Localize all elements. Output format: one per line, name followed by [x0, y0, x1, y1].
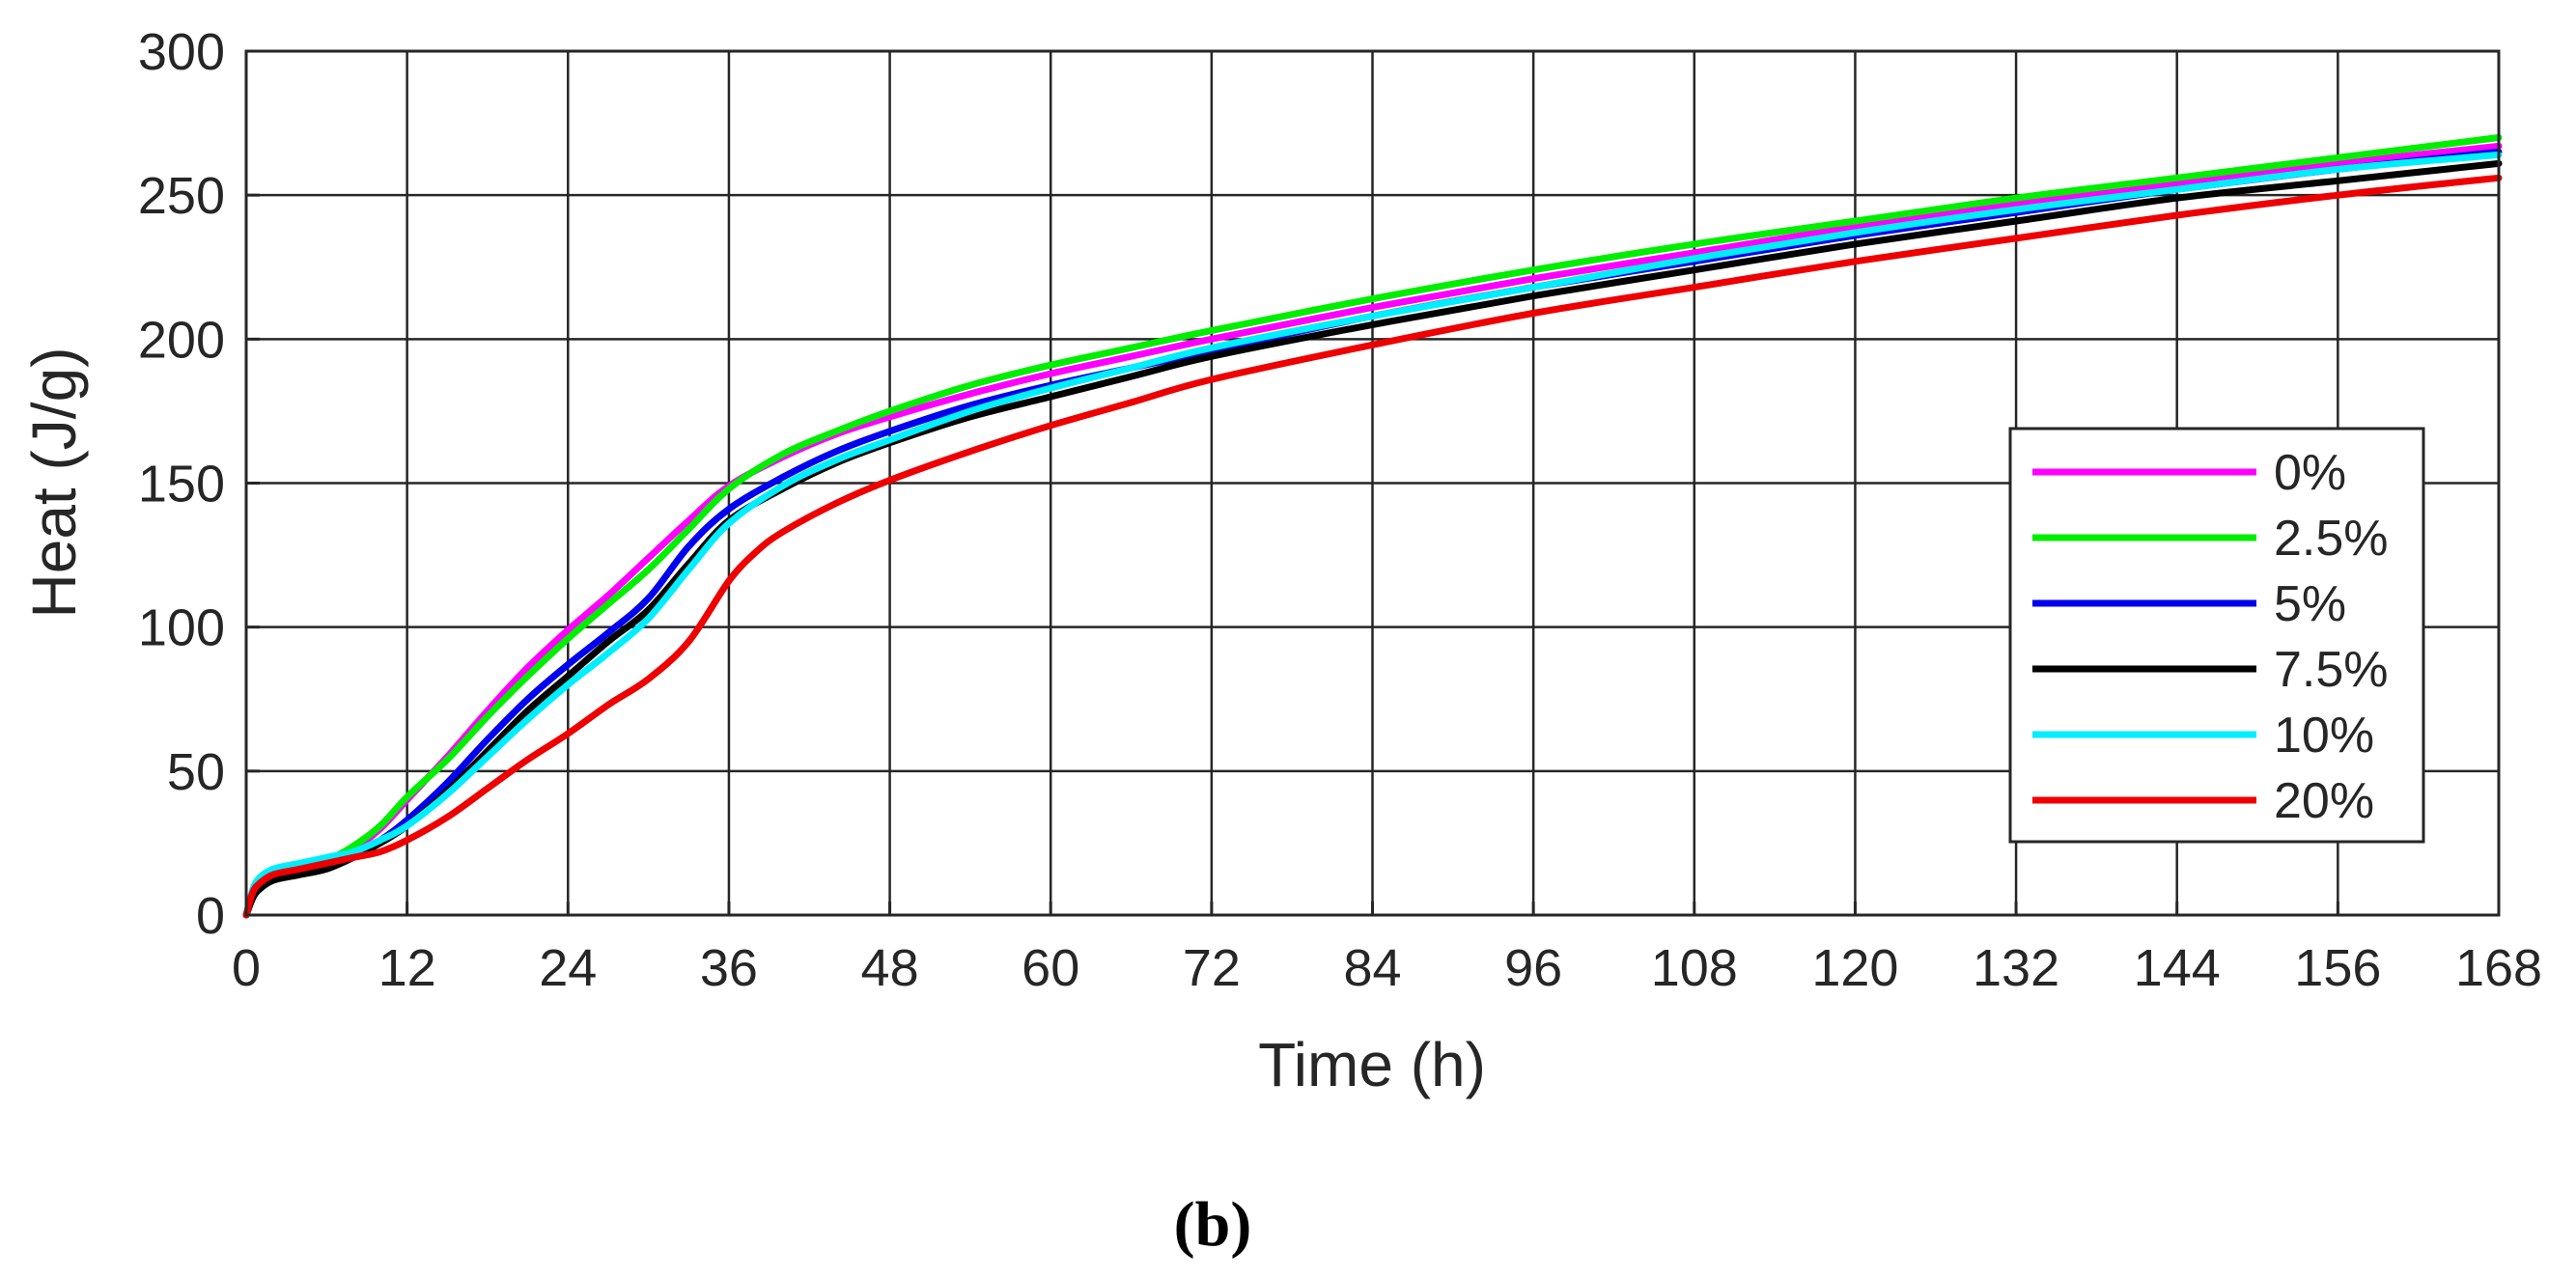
- legend: 0% 2.5% 5% 7.5% 10% 20%: [2008, 427, 2425, 844]
- y-tick-label: 200: [138, 311, 225, 369]
- x-tick-label: 96: [1504, 939, 1562, 997]
- y-axis-title: Heat (J/g): [19, 347, 89, 619]
- x-tick-label: 144: [2134, 939, 2221, 997]
- series-line-10%: [242, 151, 2503, 919]
- x-tick-label: 84: [1343, 939, 1401, 997]
- x-tick-label: 168: [2455, 939, 2542, 997]
- legend-label-7.5%: 7.5%: [2274, 642, 2389, 698]
- x-tick-label: 72: [1183, 939, 1241, 997]
- legend-label-20%: 20%: [2274, 773, 2374, 829]
- x-tick-label: 0: [232, 939, 261, 997]
- x-tick-label: 132: [1973, 939, 2059, 997]
- y-tick-label: 250: [138, 167, 225, 225]
- legend-box: [2008, 427, 2425, 844]
- y-tick-label: 50: [167, 743, 225, 801]
- legend-label-10%: 10%: [2274, 708, 2374, 764]
- x-tick-label: 60: [1022, 939, 1079, 997]
- x-tick-label: 120: [1811, 939, 1898, 997]
- series-line-2.5%: [242, 134, 2503, 919]
- legend-entries: 0% 2.5% 5% 7.5% 10% 20%: [2032, 445, 2389, 829]
- x-tick-label: 156: [2294, 939, 2381, 997]
- x-tick-label: 36: [700, 939, 758, 997]
- figure-caption: (b): [1174, 1189, 1252, 1260]
- y-tick-label: 150: [138, 456, 225, 514]
- y-tick-label: 300: [138, 23, 225, 81]
- x-tick-label: 24: [539, 939, 597, 997]
- y-tick-label: 100: [138, 599, 225, 657]
- legend-label-2.5%: 2.5%: [2274, 511, 2389, 567]
- y-tick-label: 0: [196, 887, 225, 945]
- tick-marks: [244, 49, 2501, 917]
- x-tick-label: 12: [378, 939, 436, 997]
- x-axis-title: Time (h): [1258, 1030, 1486, 1099]
- x-tick-label: 48: [861, 939, 919, 997]
- legend-label-5%: 5%: [2274, 576, 2346, 632]
- x-tick-labels: 0 12 24 36 48 60 72 84 96 108 120 132 144 156 168: [232, 939, 2542, 997]
- series-lines: [242, 134, 2503, 919]
- x-tick-label: 108: [1651, 939, 1738, 997]
- legend-label-0%: 0%: [2274, 445, 2346, 501]
- y-tick-labels: 0 50 100 150 200 250 300: [138, 23, 225, 945]
- series-line-20%: [242, 174, 2503, 919]
